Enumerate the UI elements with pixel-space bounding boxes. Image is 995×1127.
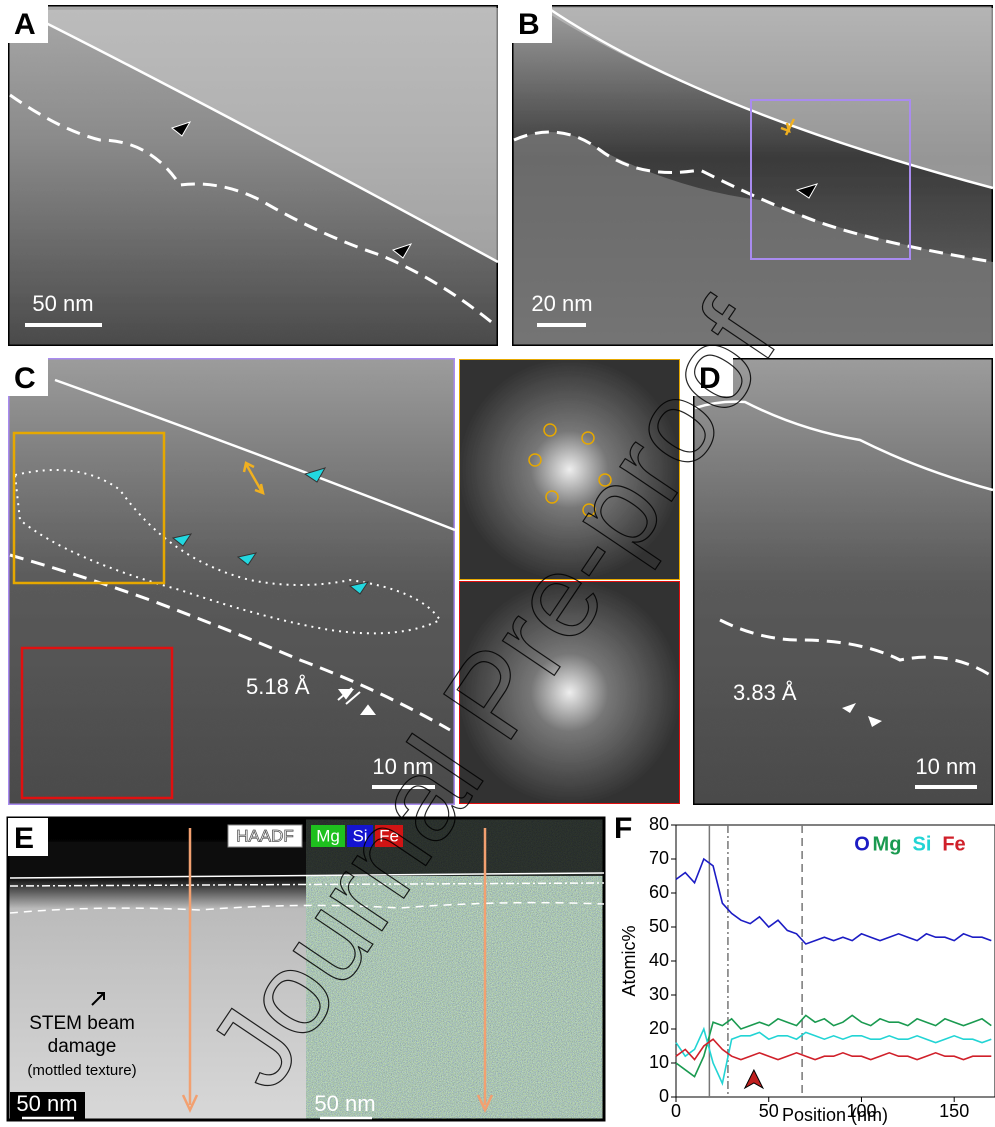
panel-label: A <box>14 8 36 41</box>
scale-label: 10 nm <box>915 754 976 779</box>
panel-a: A 50 nm <box>8 5 498 346</box>
y-tick-label: 40 <box>649 950 669 970</box>
scale-label: 50 nm <box>32 291 93 316</box>
x-tick-label: 100 <box>846 1101 876 1121</box>
page: {"figure": { "labels": ["A", "B", "C", "… <box>0 0 995 1127</box>
panel-label: C <box>14 362 36 395</box>
y-tick-label: 10 <box>649 1052 669 1072</box>
y-tick-label: 0 <box>659 1086 669 1106</box>
y-tick-label: 70 <box>649 848 669 868</box>
figure: A 50 nm B 20 nm C 5.18 Å 10 nm <box>0 0 995 1127</box>
legend-entry: O <box>854 833 870 855</box>
y-tick-label: 60 <box>649 882 669 902</box>
d-spacing: 5.18 Å <box>246 674 310 699</box>
y-axis-label: Atomic% <box>619 925 639 996</box>
panel-label: E <box>14 822 34 855</box>
scale-label: 50 nm <box>314 1091 375 1116</box>
y-tick-label: 80 <box>649 814 669 834</box>
legend-entry: Mg <box>873 833 902 855</box>
x-tick-label: 50 <box>759 1101 779 1121</box>
y-tick-label: 50 <box>649 916 669 936</box>
y-tick-label: 20 <box>649 1018 669 1038</box>
panel-label: B <box>518 8 540 41</box>
x-tick-label: 0 <box>671 1101 681 1121</box>
channel-label: HAADF <box>236 826 294 845</box>
legend-entry: Si <box>913 833 932 855</box>
d-spacing: 3.83 Å <box>733 680 797 705</box>
annotation: (mottled texture) <box>27 1062 136 1079</box>
annotation: STEM beam <box>29 1013 135 1034</box>
panel-b: B 20 nm <box>512 5 993 346</box>
panel-label: F <box>614 812 632 845</box>
x-tick-label: 150 <box>939 1101 969 1121</box>
scale-label: 20 nm <box>531 291 592 316</box>
legend-entry: Fe <box>942 833 965 855</box>
annotation: damage <box>48 1036 117 1057</box>
y-tick-label: 30 <box>649 984 669 1004</box>
panel-f: F Atomic% Position (nm) 0102030405060708… <box>612 812 995 1125</box>
scale-label: 50 nm <box>16 1091 77 1116</box>
